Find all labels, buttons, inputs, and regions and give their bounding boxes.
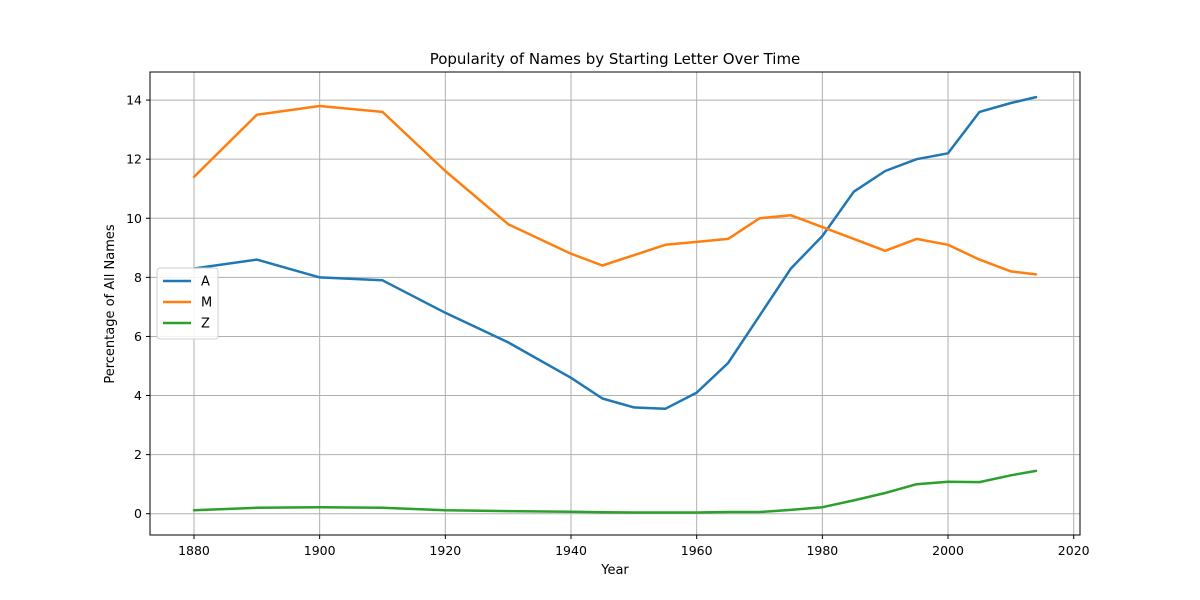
x-tick-label: 2000: [932, 543, 964, 558]
x-axis-title: Year: [600, 563, 629, 578]
y-tick-label: 14: [126, 93, 142, 108]
x-tick-label: 1920: [429, 543, 461, 558]
x-tick-label: 1880: [178, 543, 210, 558]
x-tick-label: 1980: [806, 543, 838, 558]
series-lines: [192, 95, 1038, 514]
y-tick-label: 12: [126, 152, 142, 167]
series-line-z: [192, 469, 1038, 514]
y-axis-ticks: 0 2 4 6 8 10 12 14: [126, 93, 150, 521]
x-tick-label: 1940: [555, 543, 587, 558]
legend-box: [156, 267, 219, 340]
y-tick-label: 8: [134, 270, 142, 285]
x-tick-label: 1900: [304, 543, 336, 558]
y-tick-label: 6: [134, 329, 142, 344]
series-line-a: [192, 95, 1038, 411]
series-line-m: [192, 104, 1038, 276]
y-axis-title: Percentage of All Names: [103, 224, 118, 384]
legend-label-z: Z: [201, 317, 210, 332]
y-tick-label: 4: [134, 388, 142, 403]
legend-label-a: A: [201, 275, 210, 290]
y-tick-label: 0: [134, 506, 142, 521]
legend: AMZ: [156, 267, 219, 340]
plot-frame: [149, 71, 1081, 536]
chart-title: Popularity of Names by Starting Letter O…: [430, 50, 801, 68]
grid: [150, 72, 1080, 535]
x-axis-ticks: 1880 1900 1920 1940 1960 1980 2000 2020: [178, 535, 1090, 558]
x-tick-label: 1960: [681, 543, 713, 558]
x-tick-label: 2020: [1058, 543, 1090, 558]
legend-label-m: M: [201, 296, 212, 311]
y-tick-label: 2: [134, 447, 142, 462]
y-tick-label: 10: [126, 211, 142, 226]
